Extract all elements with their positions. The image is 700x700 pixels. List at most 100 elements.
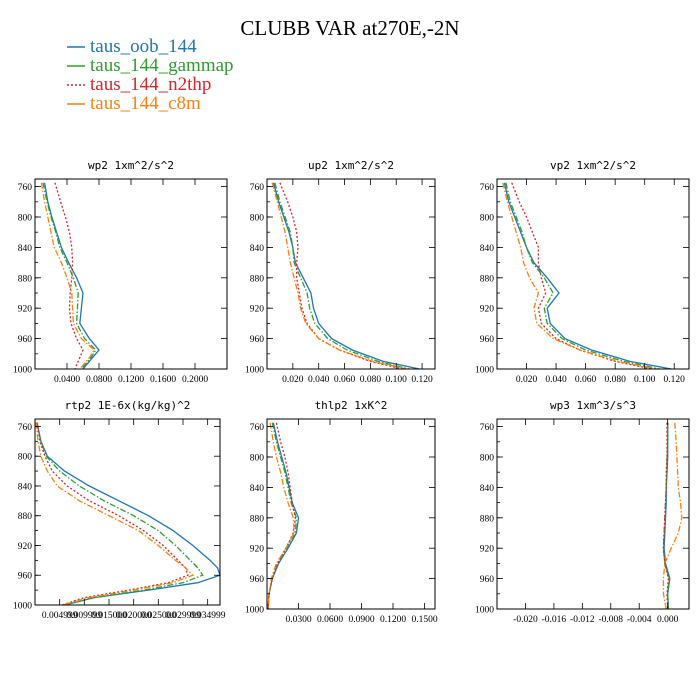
- series-line-taus_144_n2thp: [279, 182, 403, 370]
- y-tick-label: 760: [480, 423, 495, 433]
- y-tick-label: 960: [480, 335, 495, 345]
- panel-title: up2 1xm^2/s^2: [308, 159, 394, 172]
- panel-frame: [266, 178, 436, 370]
- x-tick-label: 0.020: [516, 375, 538, 385]
- panel-frame: [496, 418, 690, 610]
- y-tick-label: 760: [250, 183, 265, 193]
- y-tick-label: 880: [250, 274, 265, 284]
- x-tick-label: 0.120: [664, 375, 686, 385]
- series-line-taus_144_n2thp: [511, 182, 653, 370]
- y-tick-label: 960: [480, 575, 495, 585]
- x-tick-label: 0.0300: [285, 615, 311, 625]
- y-tick-label: 920: [18, 542, 33, 552]
- series-line-taus_144_c8m: [662, 422, 683, 610]
- y-tick-label: 800: [250, 454, 265, 464]
- x-tick-label: 0.060: [334, 375, 356, 385]
- x-tick-label: 0.0900: [348, 615, 374, 625]
- x-tick-label: 0.020: [282, 375, 304, 385]
- y-tick-label: 840: [18, 244, 33, 254]
- series-line-taus_144_n2thp: [36, 422, 189, 606]
- panel-title: thlp2 1xK^2: [315, 399, 388, 412]
- y-tick-label: 920: [250, 305, 265, 315]
- x-tick-label: 0.1200: [118, 375, 144, 385]
- panel-frame: [34, 178, 228, 370]
- series-line-taus_144_n2thp: [54, 182, 84, 370]
- y-tick-label: 800: [480, 214, 495, 224]
- series-line-taus_oob_144: [43, 182, 100, 370]
- y-tick-label: 960: [18, 335, 33, 345]
- y-tick-label: 760: [480, 183, 495, 193]
- panel-title: wp3 1xm^3/s^3: [550, 399, 636, 412]
- x-tick-label: 0.015000: [91, 611, 127, 621]
- x-tick-label: 0.060: [575, 375, 597, 385]
- x-tick-label: 0.100: [386, 375, 408, 385]
- y-tick-label: 760: [18, 183, 33, 193]
- x-tick-label: 0.040: [545, 375, 567, 385]
- panel-6: wp3 1xm^3/s^3 760 800 840 880 920 960 1000 -0.02…: [475, 399, 690, 625]
- x-tick-label: 0.0600: [317, 615, 343, 625]
- x-tick-label: 0.029999: [165, 611, 201, 621]
- y-tick-label: 800: [18, 453, 33, 463]
- y-tick-label: 760: [18, 423, 33, 433]
- y-tick-label: 1000: [13, 602, 32, 612]
- x-tick-label: 0.080: [360, 375, 382, 385]
- x-tick-label: 0.1500: [411, 615, 437, 625]
- y-tick-label: 840: [18, 482, 33, 492]
- x-tick-label: 0.020000: [116, 611, 152, 621]
- series-line-taus_144_c8m: [40, 182, 96, 370]
- panel-frame: [34, 418, 221, 606]
- series-line-taus_oob_144: [36, 422, 221, 606]
- panels-grid: wp2 1xm^2/s^2 760 800 840 880 920 960 1000 0.040…: [13, 159, 690, 625]
- y-tick-label: 1000: [475, 606, 494, 616]
- panel-frame: [266, 418, 436, 610]
- x-tick-label: 0.040: [308, 375, 330, 385]
- series-line-taus_144_c8m: [502, 182, 657, 370]
- y-tick-label: 880: [480, 514, 495, 524]
- x-tick-label: -0.020: [513, 615, 538, 625]
- x-tick-label: -0.012: [570, 615, 595, 625]
- series-line-taus_144_gammap: [274, 182, 410, 370]
- series-line-taus_144_n2thp: [267, 422, 297, 610]
- panel-title: wp2 1xm^2/s^2: [88, 159, 174, 172]
- y-tick-label: 1000: [475, 366, 494, 376]
- x-tick-label: -0.008: [599, 615, 624, 625]
- x-tick-label: 0.000: [657, 615, 679, 625]
- panel-4: rtp2 1E-6x(kg/kg)^2 760 800 840 880 920 960 100…: [13, 399, 226, 621]
- series-line-taus_144_gammap: [505, 182, 660, 370]
- legend-entry: taus_oob_144: [90, 36, 197, 57]
- y-tick-label: 920: [480, 545, 495, 555]
- y-tick-label: 880: [250, 514, 265, 524]
- panel-3: vp2 1xm^2/s^2 760 800 840 880 920 960 1000 0.020…: [475, 159, 690, 385]
- x-tick-label: 0.0800: [86, 375, 112, 385]
- x-tick-label: -0.004: [627, 615, 652, 625]
- y-tick-label: 920: [250, 545, 265, 555]
- y-tick-label: 960: [250, 335, 265, 345]
- legend-entry: taus_144_gammap: [90, 55, 234, 76]
- y-tick-label: 760: [250, 423, 265, 433]
- x-tick-label: 0.0400: [54, 375, 80, 385]
- panel-1: wp2 1xm^2/s^2 760 800 840 880 920 960 1000 0.040…: [13, 159, 228, 385]
- y-tick-label: 800: [250, 214, 265, 224]
- y-tick-label: 840: [250, 484, 265, 494]
- series-line-taus_oob_144: [663, 422, 671, 610]
- panel-5: thlp2 1xK^2 760 800 840 880 920 960 1000 0.0300 0…: [245, 399, 438, 625]
- y-tick-label: 840: [480, 484, 495, 494]
- panel-2: up2 1xm^2/s^2 760 800 840 880 920 960 1000 0.020…: [245, 159, 436, 385]
- series-line-taus_144_gammap: [42, 182, 97, 370]
- x-tick-label: 0.120: [411, 375, 433, 385]
- y-tick-label: 920: [18, 305, 33, 315]
- y-tick-label: 880: [480, 274, 495, 284]
- y-tick-label: 880: [18, 274, 33, 284]
- series-line-taus_144_gammap: [36, 422, 204, 606]
- y-tick-label: 880: [18, 512, 33, 522]
- series-line-taus_144_gammap: [662, 422, 670, 610]
- x-tick-label: 0.004999: [42, 611, 78, 621]
- y-tick-label: 920: [480, 305, 495, 315]
- x-tick-label: 0.034999: [190, 611, 226, 621]
- series-line-taus_144_c8m: [271, 182, 407, 370]
- series-line-taus_oob_144: [272, 182, 420, 370]
- y-tick-label: 800: [480, 454, 495, 464]
- legend-entry: taus_144_c8m: [90, 93, 201, 114]
- y-tick-label: 840: [480, 244, 495, 254]
